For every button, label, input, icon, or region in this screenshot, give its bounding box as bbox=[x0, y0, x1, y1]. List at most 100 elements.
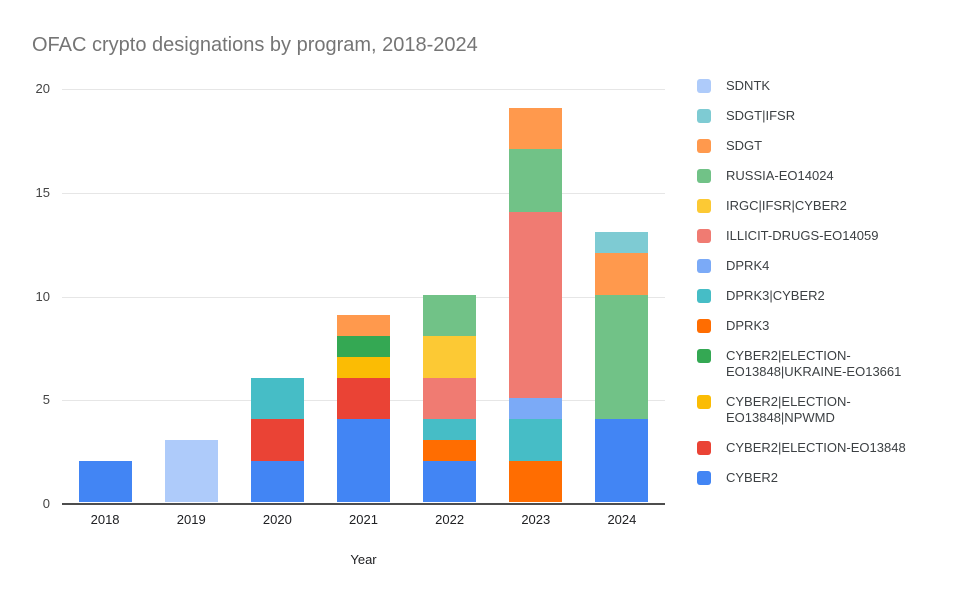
x-axis-title: Year bbox=[350, 552, 377, 567]
legend-swatch-icon bbox=[697, 289, 711, 303]
legend-label: SDGT|IFSR bbox=[726, 108, 796, 123]
stacked-bar-2022 bbox=[423, 294, 477, 502]
legend-item[interactable]: DPRK3|CYBER2 bbox=[697, 288, 955, 304]
legend-label: DPRK4 bbox=[726, 258, 770, 273]
bar-segment[interactable] bbox=[336, 377, 390, 419]
bar-segment[interactable] bbox=[250, 377, 304, 419]
bar-segment[interactable] bbox=[78, 460, 132, 502]
legend-swatch-icon bbox=[697, 109, 711, 123]
legend-label: ILLICIT-DRUGS-EO14059 bbox=[726, 228, 879, 243]
bar-segment[interactable] bbox=[336, 419, 390, 502]
bar-segment[interactable] bbox=[250, 460, 304, 502]
stacked-bar-2023 bbox=[509, 107, 563, 502]
bar-segment[interactable] bbox=[423, 336, 477, 378]
bar-segment[interactable] bbox=[164, 439, 218, 502]
bar-segment[interactable] bbox=[595, 294, 649, 419]
stacked-bar-2019 bbox=[164, 439, 218, 502]
x-tick-label: 2020 bbox=[262, 512, 292, 527]
legend-swatch-icon bbox=[697, 199, 711, 213]
y-tick-label: 15 bbox=[35, 184, 50, 200]
gridline bbox=[62, 89, 665, 90]
x-tick-label: 2018 bbox=[90, 512, 120, 527]
stacked-bar-2020 bbox=[250, 377, 304, 502]
legend-swatch-icon bbox=[697, 441, 711, 455]
legend-item[interactable]: SDGT bbox=[697, 138, 955, 154]
bar-segment[interactable] bbox=[336, 336, 390, 357]
legend-item[interactable]: DPRK4 bbox=[697, 258, 955, 274]
legend-item[interactable]: IRGC|IFSR|CYBER2 bbox=[697, 198, 955, 214]
plot-area bbox=[62, 89, 665, 505]
legend-swatch-icon bbox=[697, 471, 711, 485]
legend-item[interactable]: CYBER2|ELECTION-EO13848|NPWMD bbox=[697, 394, 955, 426]
legend-swatch-icon bbox=[697, 139, 711, 153]
bar-segment[interactable] bbox=[595, 419, 649, 502]
bar-segment[interactable] bbox=[595, 232, 649, 253]
legend-item[interactable]: RUSSIA-EO14024 bbox=[697, 168, 955, 184]
stacked-bar-2024 bbox=[595, 232, 649, 502]
legend-label: SDGT bbox=[726, 138, 763, 153]
x-tick-label: 2021 bbox=[349, 512, 378, 527]
legend-label: CYBER2|ELECTION-EO13848|NPWMD bbox=[726, 394, 851, 425]
x-tick-label: 2023 bbox=[521, 512, 551, 527]
bar-segment[interactable] bbox=[509, 419, 563, 461]
bar-segment[interactable] bbox=[423, 377, 477, 419]
stacked-bar-2018 bbox=[78, 460, 132, 502]
y-tick-label: 20 bbox=[35, 81, 50, 96]
bar-column-2023 bbox=[493, 89, 579, 504]
legend-item[interactable]: CYBER2|ELECTION-EO13848|UKRAINE-EO13661 bbox=[697, 348, 955, 380]
legend-label: CYBER2|ELECTION-EO13848 bbox=[726, 440, 906, 455]
bar-segment[interactable] bbox=[509, 398, 563, 419]
legend-swatch-icon bbox=[697, 319, 711, 333]
legend-swatch-icon bbox=[697, 395, 711, 409]
gridline bbox=[62, 296, 665, 298]
legend-label: CYBER2 bbox=[726, 470, 779, 485]
bar-segment[interactable] bbox=[336, 315, 390, 336]
bar-segment[interactable] bbox=[423, 460, 477, 502]
bar-segment[interactable] bbox=[509, 149, 563, 212]
legend-label: SDNTK bbox=[726, 78, 771, 93]
gridline bbox=[62, 192, 665, 194]
legend-swatch-icon bbox=[697, 79, 711, 93]
bar-segment[interactable] bbox=[509, 107, 563, 150]
x-axis-baseline bbox=[62, 503, 665, 505]
legend-swatch-icon bbox=[697, 259, 711, 273]
legend-item[interactable]: SDNTK bbox=[697, 78, 955, 94]
legend-swatch-icon bbox=[697, 169, 711, 183]
legend-swatch-icon bbox=[697, 349, 711, 363]
legend-label: CYBER2|ELECTION-EO13848|UKRAINE-EO13661 bbox=[726, 348, 902, 379]
bar-segment[interactable] bbox=[423, 294, 477, 336]
x-tick-label: 2024 bbox=[607, 512, 637, 527]
bar-segment[interactable] bbox=[423, 419, 477, 440]
legend-item[interactable]: DPRK3 bbox=[697, 318, 955, 334]
bar-segment[interactable] bbox=[423, 439, 477, 461]
legend-label: DPRK3|CYBER2 bbox=[726, 288, 825, 303]
stacked-bar-2021 bbox=[336, 315, 390, 502]
y-tick-label: 0 bbox=[42, 496, 50, 511]
legend-item[interactable]: CYBER2 bbox=[697, 470, 955, 486]
bar-column-2019 bbox=[148, 89, 234, 504]
bar-column-2018 bbox=[62, 89, 148, 504]
bar-column-2024 bbox=[579, 89, 665, 504]
bar-column-2020 bbox=[234, 89, 320, 504]
bar-segment[interactable] bbox=[595, 253, 649, 295]
y-tick-label: 10 bbox=[35, 288, 50, 304]
chart-legend: SDNTK SDGT|IFSR SDGT RUSSIA-EO14024 IRGC|IFS… bbox=[697, 78, 955, 486]
bar-segment[interactable] bbox=[250, 419, 304, 461]
bar-segment[interactable] bbox=[509, 211, 563, 399]
bar-column-2021 bbox=[320, 89, 406, 504]
legend-label: IRGC|IFSR|CYBER2 bbox=[726, 198, 847, 213]
legend-swatch-icon bbox=[697, 229, 711, 243]
bar-column-2022 bbox=[407, 89, 493, 504]
bar-segment[interactable] bbox=[509, 460, 563, 502]
x-tick-label: 2019 bbox=[176, 512, 206, 527]
bar-segment[interactable] bbox=[336, 356, 390, 378]
chart-title: OFAC crypto designations by program, 201… bbox=[32, 34, 478, 56]
legend-item[interactable]: CYBER2|ELECTION-EO13848 bbox=[697, 440, 955, 456]
legend-item[interactable]: SDGT|IFSR bbox=[697, 108, 955, 124]
legend-label: DPRK3 bbox=[726, 318, 770, 333]
y-tick-label: 5 bbox=[42, 392, 50, 408]
x-tick-label: 2022 bbox=[435, 512, 465, 527]
legend-label: RUSSIA-EO14024 bbox=[726, 168, 834, 183]
legend-item[interactable]: ILLICIT-DRUGS-EO14059 bbox=[697, 228, 955, 244]
